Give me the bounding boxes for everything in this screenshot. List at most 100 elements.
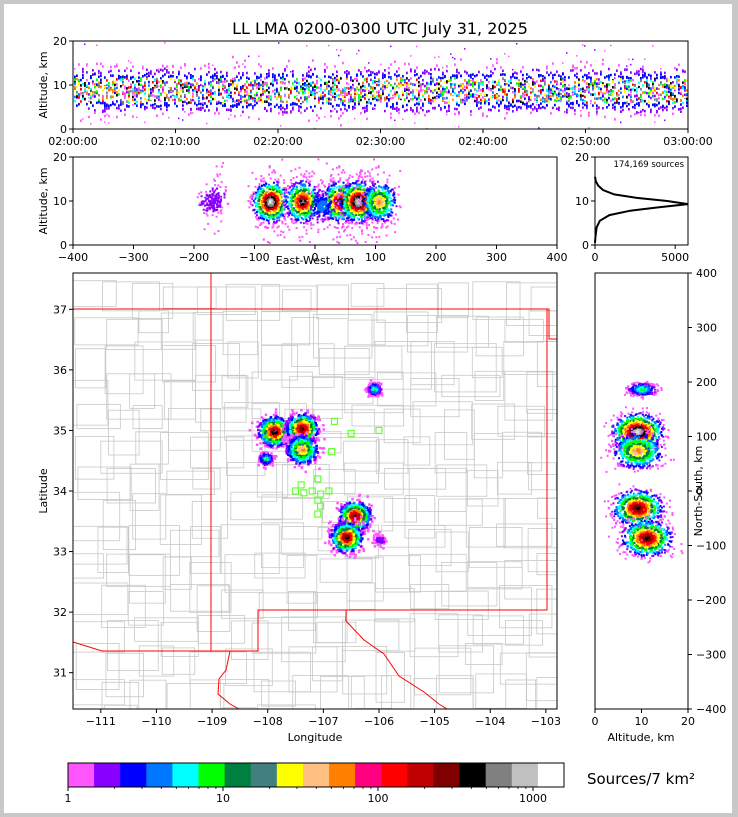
time-height-cell — [308, 91, 310, 94]
time-height-cell — [572, 64, 574, 67]
time-height-cell — [616, 69, 618, 72]
time-height-cell — [184, 82, 186, 85]
time-height-cell — [324, 70, 326, 73]
time-height-cell — [80, 84, 82, 87]
time-height-cell — [666, 79, 668, 83]
time-height-cell — [638, 88, 640, 91]
time-height-cell — [312, 72, 314, 76]
ew-height-cell — [310, 224, 313, 227]
time-height-cell — [416, 88, 418, 92]
time-height-cell — [576, 72, 578, 76]
ew-height-cell — [302, 197, 305, 200]
time-height-cell — [278, 93, 280, 97]
time-height-cell — [294, 80, 296, 83]
time-height-cell — [314, 85, 316, 88]
time-height-cell — [470, 110, 472, 113]
time-height-cell — [146, 76, 148, 79]
time-height-cell — [630, 114, 632, 118]
time-height-cell — [106, 94, 108, 98]
time-height-cell — [364, 109, 366, 113]
time-height-cell — [390, 45, 392, 48]
ew-height-cell — [317, 195, 320, 198]
time-height-cell — [188, 101, 190, 104]
time-height-cell — [358, 100, 360, 103]
time-height-cell — [678, 75, 680, 78]
ew-height-cell — [333, 210, 336, 213]
time-height-cell — [352, 99, 354, 103]
time-height-cell — [502, 98, 504, 102]
time-height-cell — [236, 75, 238, 78]
time-height-cell — [486, 84, 488, 87]
time-height-cell — [546, 94, 548, 98]
ew-height-cell — [251, 204, 254, 207]
time-height-cell — [658, 101, 660, 105]
time-height-cell — [82, 73, 84, 77]
time-height-cell — [580, 60, 582, 63]
time-height-cell — [560, 82, 562, 85]
time-height-cell — [428, 99, 430, 102]
time-height-cell — [304, 82, 306, 85]
time-height-cell — [260, 96, 262, 100]
time-height-cell — [424, 113, 426, 117]
ew-height-cell — [294, 214, 297, 217]
time-height-cell — [164, 73, 166, 76]
time-height-cell — [544, 81, 546, 84]
ew-height-cell — [305, 204, 308, 207]
time-height-cell — [130, 85, 132, 89]
ew-height-cell — [325, 194, 328, 197]
ew-height-cell — [269, 177, 272, 180]
time-height-cell — [538, 106, 540, 110]
ew-height-cell — [275, 192, 278, 195]
time-height-cell — [358, 49, 360, 52]
time-height-cell — [90, 75, 92, 78]
ew-height-cell — [257, 193, 260, 196]
time-height-cell — [82, 70, 84, 73]
time-height-cell — [452, 96, 454, 99]
ew-height-cell — [276, 211, 279, 214]
ew-height-cell — [302, 192, 305, 195]
time-height-cell — [654, 89, 656, 92]
time-height-cell — [118, 107, 120, 110]
time-height-cell — [570, 102, 572, 105]
ew-height-cell — [335, 186, 338, 189]
time-height-cell — [604, 115, 606, 119]
time-height-cell — [588, 71, 590, 75]
time-height-cell — [470, 77, 472, 81]
time-height-cell — [214, 97, 216, 101]
ew-height-cell — [339, 177, 342, 180]
ew-height-cell — [264, 212, 267, 215]
time-height-cell — [420, 74, 422, 78]
time-height-cell — [292, 108, 294, 111]
time-height-cell — [520, 82, 522, 85]
time-height-cell — [100, 71, 102, 75]
ew-height-cell — [310, 202, 313, 205]
time-height-cell — [638, 111, 640, 114]
time-height-cell — [174, 80, 176, 84]
time-height-cell — [438, 93, 440, 97]
time-height-cell — [100, 74, 102, 77]
time-height-cell — [258, 87, 260, 91]
time-height-cell — [230, 79, 232, 82]
time-height-cell — [568, 104, 570, 108]
time-height-cell — [230, 114, 232, 116]
ew-height-cell — [302, 218, 305, 221]
ew-height-cell — [272, 188, 275, 191]
ew-height-cell — [260, 178, 263, 181]
time-height-xtick-label: 02:10:00 — [151, 135, 200, 148]
time-height-cell — [664, 75, 666, 78]
time-height-cell — [404, 96, 406, 100]
time-height-cell — [146, 72, 148, 76]
time-height-cell — [642, 70, 644, 73]
time-height-cell — [482, 83, 484, 86]
time-height-cell — [666, 77, 668, 81]
time-height-cell — [364, 66, 366, 70]
ew-height-cell — [258, 216, 261, 219]
ew-height-cell — [276, 180, 279, 183]
ew-height-cell — [332, 238, 335, 241]
time-height-cell — [604, 100, 606, 104]
ew-height-cell — [275, 186, 278, 189]
time-height-cell — [504, 106, 506, 110]
time-height-cell — [624, 80, 626, 83]
time-height-cell — [226, 88, 228, 92]
time-height-cell — [586, 74, 588, 77]
